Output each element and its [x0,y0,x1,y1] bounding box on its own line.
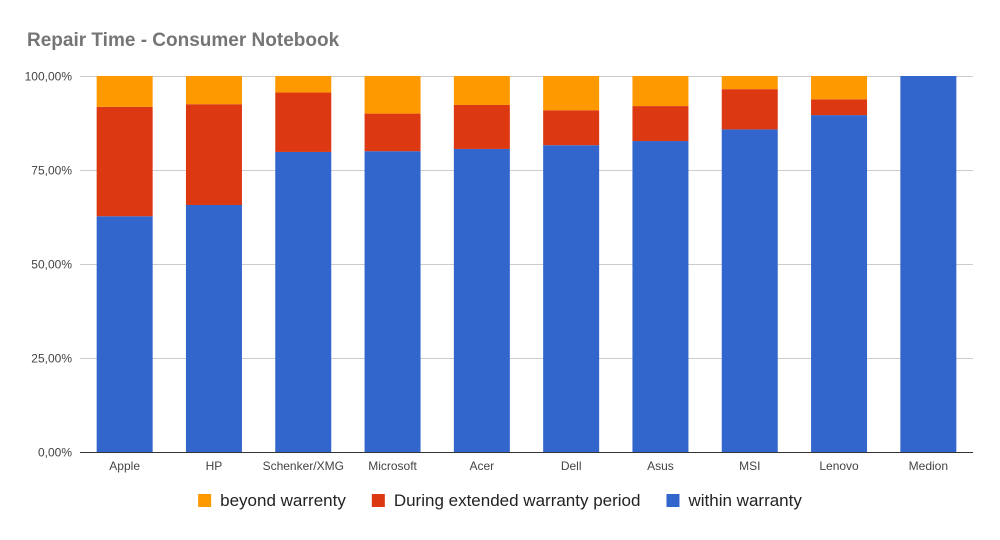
bar-segment-asus-series-2 [632,76,689,107]
x-tick-label: Schenker/XMG [263,459,344,473]
bar-segment-acer-series-1 [453,104,510,149]
legend: beyond warrenty During extended warranty … [198,491,802,510]
x-tick-label: Microsoft [368,459,417,473]
bar-segment-apple-series-0 [96,216,153,452]
x-tick-label: Acer [470,459,495,473]
legend-item: within warranty [666,491,802,510]
x-tick-label: Dell [561,459,582,473]
x-tick-label: MSI [739,459,760,473]
bar-segment-apple-series-2 [96,76,153,107]
x-tick-label: Asus [647,459,674,473]
y-tick-label: 100,00% [25,70,73,84]
y-tick-label: 0,00% [38,446,72,460]
y-tick-label: 25,00% [31,352,72,366]
legend-swatch [371,494,385,507]
bar-segment-dell-series-2 [543,76,600,111]
bar-segment-acer-series-0 [453,148,510,452]
bar-segment-dell-series-1 [543,110,600,146]
legend-swatch [666,494,680,507]
bar-segment-schenker-xmg-series-1 [275,92,332,152]
x-tick-label: Apple [109,459,140,473]
bar-segment-hp-series-2 [185,76,242,105]
chart-title: Repair Time - Consumer Notebook [27,30,340,51]
bar-segment-msi-series-1 [721,89,778,130]
y-axis-ticks: 0,00% 25,00% 50,00% 75,00% 100,00% [25,70,73,460]
bar-segment-lenovo-series-2 [811,76,868,100]
bar-segment-apple-series-1 [96,106,153,217]
bar-segment-asus-series-1 [632,106,689,142]
bar-segment-schenker-xmg-series-0 [275,151,332,452]
legend-label: within warranty [687,491,802,510]
legend-swatch [198,494,212,507]
bars [96,76,957,452]
bar-segment-dell-series-0 [543,145,600,452]
bar-segment-hp-series-0 [185,204,242,452]
bar-segment-lenovo-series-0 [811,115,868,452]
bar-segment-msi-series-2 [721,76,778,90]
bar-segment-asus-series-0 [632,141,689,452]
bar-segment-microsoft-series-1 [364,113,421,152]
x-tick-label: HP [206,459,223,473]
bar-segment-hp-series-1 [185,104,242,205]
legend-label: beyond warrenty [220,491,346,510]
legend-item: beyond warrenty [198,491,346,510]
x-axis-ticks: Apple HP Schenker/XMG Microsoft Acer Dell Asus… [109,459,948,473]
legend-item: During extended warranty period [371,491,641,510]
bar-segment-msi-series-0 [721,129,778,452]
x-tick-label: Medion [909,459,948,473]
legend-label: During extended warranty period [394,491,641,510]
bar-segment-schenker-xmg-series-2 [275,76,332,93]
bar-segment-microsoft-series-0 [364,151,421,452]
y-tick-label: 75,00% [31,164,72,178]
y-tick-label: 50,00% [31,258,72,272]
bar-segment-microsoft-series-2 [364,76,421,114]
bar-segment-lenovo-series-1 [811,99,868,116]
bar-segment-acer-series-2 [453,76,510,105]
x-tick-label: Lenovo [819,459,859,473]
bar-segment-medion-series-0 [900,76,957,452]
